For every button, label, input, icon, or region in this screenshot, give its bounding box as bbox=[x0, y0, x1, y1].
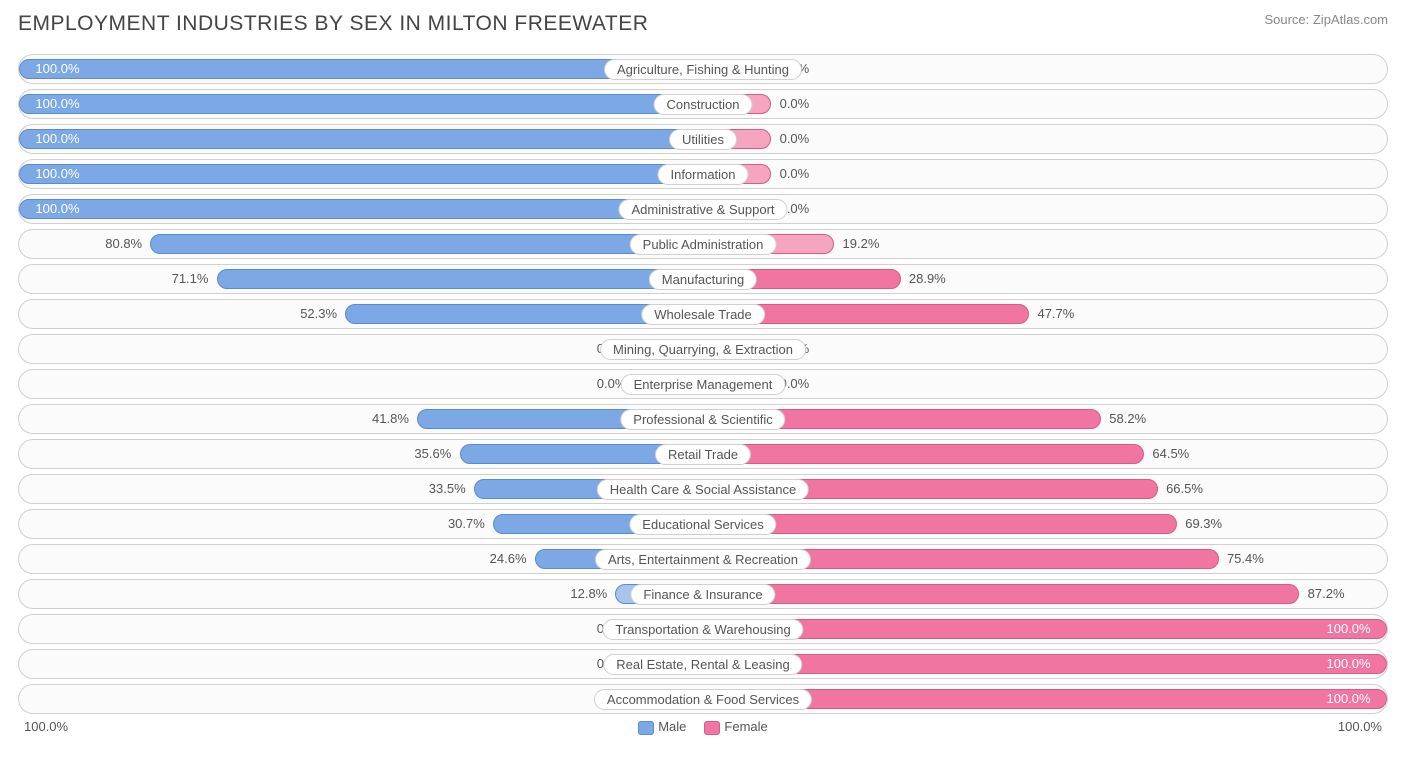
chart-row: 12.8% 87.2% Finance & Insurance bbox=[18, 579, 1388, 609]
category-label: Arts, Entertainment & Recreation bbox=[595, 549, 811, 570]
female-value: 64.5% bbox=[1152, 446, 1189, 461]
male-bar bbox=[19, 129, 703, 149]
female-bar bbox=[703, 444, 1144, 464]
female-value: 0.0% bbox=[780, 131, 810, 146]
category-label: Professional & Scientific bbox=[620, 409, 785, 430]
female-value: 28.9% bbox=[909, 271, 946, 286]
male-bar bbox=[19, 94, 703, 114]
category-label: Manufacturing bbox=[649, 269, 757, 290]
chart-row: 35.6% 64.5% Retail Trade bbox=[18, 439, 1388, 469]
chart-row: 100.0% 0.0% Construction bbox=[18, 89, 1388, 119]
male-value: 100.0% bbox=[35, 201, 79, 216]
male-value: 71.1% bbox=[172, 271, 209, 286]
male-swatch-icon bbox=[638, 721, 654, 735]
category-label: Real Estate, Rental & Leasing bbox=[603, 654, 802, 675]
female-value: 66.5% bbox=[1166, 481, 1203, 496]
category-label: Enterprise Management bbox=[621, 374, 786, 395]
category-label: Utilities bbox=[669, 129, 737, 150]
female-bar bbox=[703, 654, 1387, 674]
category-label: Public Administration bbox=[630, 234, 777, 255]
axis-right-label: 100.0% bbox=[1338, 719, 1382, 734]
category-label: Health Care & Social Assistance bbox=[597, 479, 809, 500]
male-value: 100.0% bbox=[35, 61, 79, 76]
category-label: Accommodation & Food Services bbox=[594, 689, 812, 710]
male-value: 12.8% bbox=[570, 586, 607, 601]
male-value: 30.7% bbox=[448, 516, 485, 531]
female-value: 75.4% bbox=[1227, 551, 1264, 566]
female-value: 100.0% bbox=[1327, 691, 1371, 706]
category-label: Agriculture, Fishing & Hunting bbox=[604, 59, 802, 80]
chart-row: 24.6% 75.4% Arts, Entertainment & Recreati… bbox=[18, 544, 1388, 574]
male-value: 100.0% bbox=[35, 131, 79, 146]
male-bar bbox=[217, 269, 703, 289]
category-label: Educational Services bbox=[629, 514, 776, 535]
chart-row: 52.3% 47.7% Wholesale Trade bbox=[18, 299, 1388, 329]
male-bar bbox=[19, 59, 703, 79]
chart-row: 100.0%0.0%Administrative & Support bbox=[18, 194, 1388, 224]
male-value: 80.8% bbox=[105, 236, 142, 251]
male-value: 41.8% bbox=[372, 411, 409, 426]
chart-row: 80.8% 19.2% Public Administration bbox=[18, 229, 1388, 259]
male-value: 24.6% bbox=[490, 551, 527, 566]
female-value: 58.2% bbox=[1109, 411, 1146, 426]
category-label: Construction bbox=[654, 94, 753, 115]
female-value: 19.2% bbox=[843, 236, 880, 251]
female-value: 87.2% bbox=[1308, 586, 1345, 601]
legend-female-label: Female bbox=[724, 719, 767, 734]
category-label: Finance & Insurance bbox=[630, 584, 775, 605]
category-label: Information bbox=[657, 164, 748, 185]
chart-row: 41.8% 58.2% Professional & Scientific bbox=[18, 404, 1388, 434]
category-label: Mining, Quarrying, & Extraction bbox=[600, 339, 806, 360]
category-label: Retail Trade bbox=[655, 444, 751, 465]
chart-title: EMPLOYMENT INDUSTRIES BY SEX IN MILTON F… bbox=[18, 12, 648, 36]
chart-row: 100.0%0.0%Agriculture, Fishing & Hunting bbox=[18, 54, 1388, 84]
female-value: 47.7% bbox=[1037, 306, 1074, 321]
female-bar bbox=[703, 584, 1299, 604]
chart-row: 100.0% 0.0% Utilities bbox=[18, 124, 1388, 154]
chart-row: 0.0%100.0%Accommodation & Food Services bbox=[18, 684, 1388, 714]
male-value: 33.5% bbox=[429, 481, 466, 496]
legend-male-label: Male bbox=[658, 719, 686, 734]
chart-row: 100.0% 0.0% Information bbox=[18, 159, 1388, 189]
female-value: 0.0% bbox=[780, 96, 810, 111]
female-value: 100.0% bbox=[1327, 656, 1371, 671]
axis-left-label: 100.0% bbox=[24, 719, 68, 734]
source-label: Source: ZipAtlas.com bbox=[1264, 12, 1388, 27]
chart-row: 0.0%100.0%Real Estate, Rental & Leasing bbox=[18, 649, 1388, 679]
female-value: 100.0% bbox=[1327, 621, 1371, 636]
legend: Male Female bbox=[638, 719, 768, 735]
male-value: 100.0% bbox=[35, 166, 79, 181]
male-value: 100.0% bbox=[35, 96, 79, 111]
male-bar bbox=[150, 234, 703, 254]
category-label: Wholesale Trade bbox=[641, 304, 765, 325]
female-value: 0.0% bbox=[780, 166, 810, 181]
female-swatch-icon bbox=[704, 721, 720, 735]
chart-row: 0.0%0.0%Enterprise Management bbox=[18, 369, 1388, 399]
legend-male: Male bbox=[638, 719, 686, 735]
category-label: Administrative & Support bbox=[618, 199, 787, 220]
male-value: 52.3% bbox=[300, 306, 337, 321]
chart-area: 100.0%0.0%Agriculture, Fishing & Hunting… bbox=[18, 54, 1388, 714]
chart-row: 0.0%0.0%Mining, Quarrying, & Extraction bbox=[18, 334, 1388, 364]
male-bar bbox=[19, 199, 703, 219]
male-value: 35.6% bbox=[414, 446, 451, 461]
male-bar bbox=[19, 164, 703, 184]
category-label: Transportation & Warehousing bbox=[602, 619, 803, 640]
chart-row: 71.1% 28.9% Manufacturing bbox=[18, 264, 1388, 294]
chart-row: 0.0%100.0%Transportation & Warehousing bbox=[18, 614, 1388, 644]
chart-row: 33.5% 66.5% Health Care & Social Assistanc… bbox=[18, 474, 1388, 504]
female-value: 69.3% bbox=[1185, 516, 1222, 531]
female-bar bbox=[703, 619, 1387, 639]
chart-row: 30.7% 69.3% Educational Services bbox=[18, 509, 1388, 539]
legend-female: Female bbox=[704, 719, 767, 735]
